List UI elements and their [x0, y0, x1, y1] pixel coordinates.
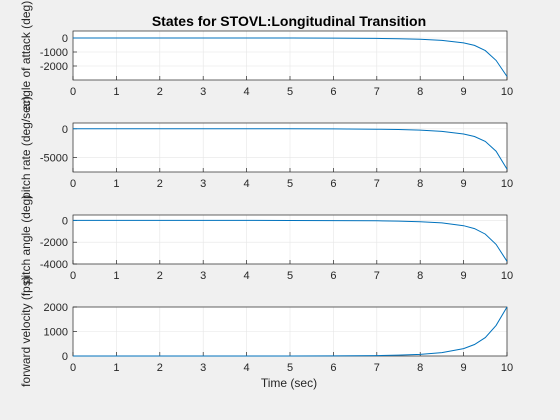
series-line-1	[73, 219, 508, 262]
x-tick-label: 5	[287, 178, 293, 190]
x-tick-label: 10	[501, 178, 513, 190]
subplot-2: 0 1 2 3 4 5 6 7 8 9 10 0 -5000 pitch rate (deg/sec)	[19, 96, 513, 199]
x-tick-label: 3	[200, 86, 206, 98]
x-tick-label: 9	[461, 178, 467, 190]
x-tick-label: 2	[157, 270, 163, 282]
x-tick-label: 10	[501, 270, 513, 282]
y-tick-label: 1000	[44, 327, 68, 339]
x-tick-label: 0	[70, 270, 76, 282]
x-tick-label: 9	[461, 362, 467, 374]
x-tick-label: 0	[70, 86, 76, 98]
x-tick-label: 5	[287, 362, 293, 374]
x-tick-label: 2	[157, 86, 163, 98]
x-tick-label: 10	[501, 86, 513, 98]
x-tick-label: 0	[70, 362, 76, 374]
x-tick-label: 1	[113, 270, 119, 282]
y-tick-label: 0	[62, 33, 68, 45]
x-tick-label: 7	[374, 270, 380, 282]
x-tick-label: 5	[287, 86, 293, 98]
y-tick-label: -5000	[40, 153, 68, 165]
x-tick-label: 3	[200, 178, 206, 190]
series-line-1	[73, 37, 508, 77]
x-tick-label: 8	[417, 270, 423, 282]
y-tick-label: -4000	[40, 259, 68, 271]
x-tick-label: 3	[200, 362, 206, 374]
x-tick-label: 10	[501, 362, 513, 374]
y-tick-label: 0	[62, 215, 68, 227]
x-tick-label: 9	[461, 86, 467, 98]
x-tick-label: 2	[157, 362, 163, 374]
x-tick-label: 8	[417, 178, 423, 190]
x-tick-label: 6	[330, 362, 336, 374]
x-tick-label: 9	[461, 270, 467, 282]
x-tick-label: 4	[244, 270, 250, 282]
x-tick-label: 6	[330, 270, 336, 282]
x-tick-label: 0	[70, 178, 76, 190]
series-line-1	[73, 306, 508, 357]
y-tick-label: -2000	[40, 237, 68, 249]
figure-title: States for STOVL:Longitudinal Transition	[152, 13, 426, 29]
x-tick-label: 6	[330, 86, 336, 98]
y-tick-label: -2000	[40, 61, 68, 73]
x-tick-label: 4	[244, 86, 250, 98]
x-tick-label: 2	[157, 178, 163, 190]
x-tick-label: 1	[113, 86, 119, 98]
x-tick-label: 7	[374, 178, 380, 190]
y-tick-label: 0	[62, 351, 68, 363]
y-axis-label: forward velocity (fps)	[19, 276, 33, 387]
x-tick-label: 8	[417, 362, 423, 374]
x-tick-label: 1	[113, 362, 119, 374]
series-line-1	[73, 128, 508, 170]
x-tick-label: 7	[374, 86, 380, 98]
subplot-1: 0 1 2 3 4 5 6 7 8 9 10 0 -1000 -2000 angle of attack (…	[19, 1, 513, 110]
y-tick-label: -1000	[40, 47, 68, 59]
y-axis-label: angle of attack (deg)	[19, 1, 33, 110]
y-axis-label: pitch angle (deg)	[19, 195, 33, 284]
y-tick-label: 2000	[44, 302, 68, 314]
x-tick-label: 1	[113, 178, 119, 190]
x-tick-label: 7	[374, 362, 380, 374]
x-tick-label: 4	[244, 178, 250, 190]
x-tick-label: 4	[244, 362, 250, 374]
subplot-4: 0 1 2 3 4 5 6 7 8 9 10 0 1000 2000 forward velocity (f…	[19, 276, 513, 387]
x-tick-label: 6	[330, 178, 336, 190]
x-axis-label: Time (sec)	[261, 376, 317, 390]
x-tick-label: 5	[287, 270, 293, 282]
y-tick-label: 0	[62, 124, 68, 136]
x-tick-label: 3	[200, 270, 206, 282]
x-tick-label: 8	[417, 86, 423, 98]
y-axis-label: pitch rate (deg/sec)	[19, 96, 33, 199]
subplot-3: 0 1 2 3 4 5 6 7 8 9 10 0 -2000 -4000 pitch angle (deg)	[19, 195, 513, 284]
